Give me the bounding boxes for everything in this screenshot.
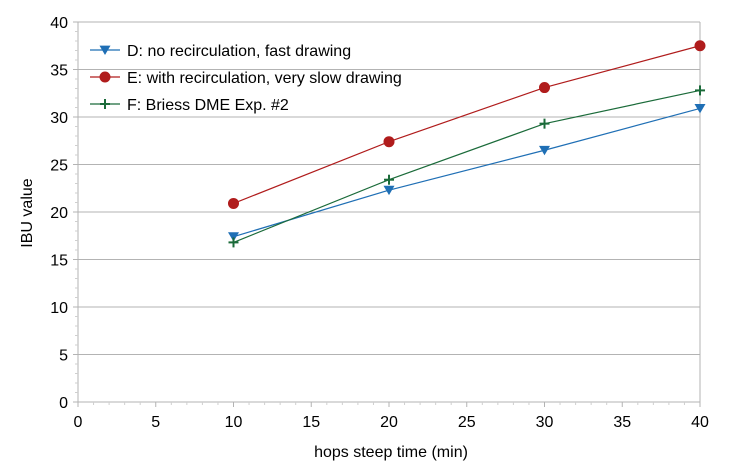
x-tick-label-10: 10 [225,414,243,431]
y-axis-title: IBU value [19,178,36,247]
legend-label-0: D: no recirculation, fast drawing [127,43,351,60]
data-point-s1-2 [539,82,550,94]
x-tick-label-20: 20 [380,414,398,431]
legend-marker-2 [100,99,110,109]
y-tick-label-5: 5 [59,348,68,365]
x-tick-label-25: 25 [458,414,476,431]
y-tick-label-25: 25 [50,158,68,175]
series-line-2 [233,89,701,243]
legend-label-2: F: Briess DME Exp. #2 [127,97,289,114]
legend-marker-1 [99,71,111,83]
data-point-s0-2 [539,145,550,156]
y-tick-label-10: 10 [50,300,68,317]
legend-label-1: E: with recirculation, very slow drawing [127,70,402,87]
data-point-s1-3 [694,40,706,52]
x-tick-label-30: 30 [536,414,554,431]
y-tick-label-35: 35 [50,63,68,80]
data-point-s2-2 [539,118,550,129]
y-tick-label-0: 0 [59,395,68,412]
y-tick-label-15: 15 [50,253,68,270]
data-point-s0-3 [694,104,706,114]
legend: D: no recirculation, fast drawing E: with… [90,43,402,114]
series-0 [228,104,706,242]
x-tick-label-35: 35 [613,414,631,431]
data-point-s0-0 [228,232,239,242]
series-line-1 [233,45,701,205]
data-point-s0-1 [383,185,395,196]
tick-labels: 0 5 10 15 20 25 30 35 40 0 5 10 15 20 25 30 35 40 [50,15,709,431]
grid [78,21,700,403]
y-tick-label-30: 30 [50,110,68,127]
legend-item-0: D: no recirculation, fast drawing [90,43,351,60]
legend-marker-0 [99,45,111,55]
data-point-s2-3 [695,85,705,96]
y-tick-label-20: 20 [50,205,68,222]
y-tick-label-40: 40 [50,15,68,32]
data-point-s1-1 [383,136,395,148]
series-2 [228,85,705,248]
x-tick-label-40: 40 [691,414,709,431]
series-1 [228,40,706,209]
x-tick-label-0: 0 [74,414,83,431]
x-tick-label-15: 15 [302,414,320,431]
legend-item-2: F: Briess DME Exp. #2 [90,97,289,114]
x-tick-label-5: 5 [151,414,160,431]
x-axis-title: hops steep time (min) [314,444,468,461]
data-point-s1-0 [228,197,239,209]
data-point-s2-1 [384,174,394,185]
data-point-s2-0 [228,237,239,248]
legend-item-1: E: with recirculation, very slow drawing [90,70,402,87]
series [228,40,706,248]
series-line-0 [233,107,701,238]
